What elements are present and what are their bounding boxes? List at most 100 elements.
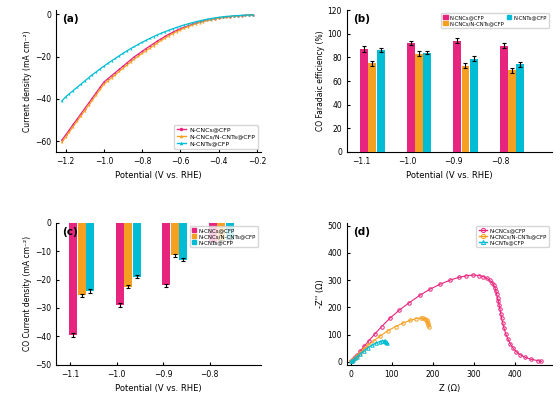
- N-CNCs@CFP: [510, 346, 516, 351]
- N-CNTs@CFP: [246, 12, 253, 17]
- N-CNTs@CFP: [349, 359, 356, 364]
- Line: N-CNCs@CFP: N-CNCs@CFP: [349, 273, 543, 363]
- N-CNCs@CFP: [522, 355, 529, 360]
- Y-axis label: CO Faradaic efficiency (%): CO Faradaic efficiency (%): [316, 31, 325, 131]
- N-CNCs@CFP: [534, 358, 541, 363]
- N-CNTs@CFP: [360, 349, 367, 353]
- N-CNCs@CFP: [366, 338, 372, 343]
- N-CNCs/N-CNTs@CFP: [120, 66, 127, 71]
- N-CNCs@CFP: [352, 355, 358, 360]
- N-CNCs@CFP: [505, 337, 511, 341]
- Bar: [407, 43, 414, 152]
- N-CNTs@CFP: [383, 341, 390, 345]
- N-CNCs@CFP: [493, 292, 500, 297]
- Bar: [78, 223, 86, 295]
- N-CNCs/N-CNTs@CFP: [250, 12, 256, 17]
- N-CNTs@CFP: [379, 339, 385, 343]
- N-CNCs/N-CNTs@CFP: [116, 69, 123, 74]
- N-CNTs@CFP: [383, 340, 390, 345]
- N-CNCs@CFP: [502, 331, 509, 336]
- Bar: [360, 49, 368, 152]
- N-CNCs/N-CNTs@CFP: [422, 317, 429, 322]
- N-CNTs@CFP: [350, 357, 357, 362]
- Text: (d): (d): [353, 227, 370, 237]
- N-CNCs/N-CNTs@CFP: [413, 316, 419, 321]
- Legend: N-CNCs@CFP, N-CNCs/N-CNTs@CFP, N-CNTs@CFP: N-CNCs@CFP, N-CNCs/N-CNTs@CFP, N-CNTs@CF…: [189, 226, 258, 247]
- N-CNTs@CFP: [381, 339, 388, 344]
- N-CNCs/N-CNTs@CFP: [400, 320, 407, 325]
- X-axis label: Potential (V vs. RHE): Potential (V vs. RHE): [115, 171, 202, 181]
- N-CNCs@CFP: [493, 289, 500, 293]
- N-CNCs@CFP: [463, 273, 470, 278]
- N-CNCs@CFP: [427, 287, 433, 291]
- N-CNTs@CFP: [58, 99, 65, 104]
- N-CNCs/N-CNTs@CFP: [407, 318, 414, 323]
- N-CNCs/N-CNTs@CFP: [348, 359, 354, 364]
- Line: N-CNCs/N-CNTs@CFP: N-CNCs/N-CNTs@CFP: [60, 14, 254, 143]
- N-CNCs@CFP: [483, 276, 490, 280]
- Y-axis label: CO Current density (mA cm⁻²): CO Current density (mA cm⁻²): [23, 236, 32, 351]
- N-CNCs/N-CNTs@CFP: [425, 322, 432, 327]
- Bar: [423, 53, 431, 152]
- N-CNCs/N-CNTs@CFP: [354, 353, 361, 358]
- N-CNCs@CFP: [116, 67, 123, 72]
- N-CNCs@CFP: [496, 303, 502, 307]
- N-CNTs@CFP: [116, 53, 123, 58]
- N-CNCs/N-CNTs@CFP: [357, 351, 363, 355]
- N-CNCs@CFP: [480, 274, 487, 279]
- N-CNCs/N-CNTs@CFP: [420, 316, 427, 321]
- N-CNCs@CFP: [378, 324, 385, 329]
- N-CNCs/N-CNTs@CFP: [360, 347, 367, 352]
- Bar: [69, 223, 77, 335]
- N-CNCs@CFP: [513, 349, 520, 354]
- Bar: [368, 63, 376, 152]
- N-CNTs@CFP: [196, 19, 203, 23]
- Legend: N-CNCs@CFP, N-CNCs/N-CNTs@CFP, N-CNTs@CFP: N-CNCs@CFP, N-CNCs/N-CNTs@CFP, N-CNTs@CF…: [441, 13, 549, 28]
- N-CNCs@CFP: [497, 307, 503, 312]
- Bar: [179, 223, 187, 260]
- N-CNCs/N-CNTs@CFP: [58, 140, 65, 145]
- Y-axis label: Current density (mA cm⁻²): Current density (mA cm⁻²): [23, 30, 32, 132]
- N-CNCs@CFP: [437, 282, 444, 287]
- N-CNCs@CFP: [492, 286, 498, 291]
- N-CNCs/N-CNTs@CFP: [424, 319, 431, 324]
- N-CNCs@CFP: [250, 12, 256, 17]
- Bar: [377, 50, 385, 152]
- N-CNCs/N-CNTs@CFP: [349, 358, 356, 363]
- N-CNCs@CFP: [349, 358, 356, 363]
- N-CNTs@CFP: [380, 339, 387, 343]
- N-CNCs@CFP: [371, 332, 378, 337]
- Bar: [86, 223, 94, 291]
- N-CNTs@CFP: [373, 341, 380, 345]
- N-CNTs@CFP: [250, 12, 256, 17]
- X-axis label: Z (Ω): Z (Ω): [438, 384, 460, 393]
- N-CNCs@CFP: [517, 353, 524, 357]
- N-CNCs@CFP: [416, 293, 423, 298]
- Line: N-CNTs@CFP: N-CNTs@CFP: [349, 339, 388, 363]
- N-CNTs@CFP: [365, 345, 371, 350]
- N-CNTs@CFP: [376, 339, 383, 344]
- N-CNCs/N-CNTs@CFP: [371, 338, 377, 343]
- N-CNCs/N-CNTs@CFP: [423, 318, 430, 323]
- N-CNCs@CFP: [357, 349, 363, 353]
- Bar: [461, 66, 469, 152]
- N-CNCs/N-CNTs@CFP: [246, 13, 253, 18]
- N-CNCs/N-CNTs@CFP: [365, 343, 371, 348]
- N-CNCs@CFP: [185, 23, 192, 28]
- N-CNCs@CFP: [386, 316, 393, 321]
- N-CNCs@CFP: [120, 64, 127, 69]
- N-CNCs/N-CNTs@CFP: [350, 357, 357, 362]
- Bar: [470, 58, 478, 152]
- Bar: [116, 223, 124, 305]
- N-CNCs@CFP: [495, 299, 502, 304]
- Text: (a): (a): [62, 15, 79, 24]
- Bar: [209, 223, 217, 243]
- N-CNCs@CFP: [196, 20, 203, 25]
- N-CNTs@CFP: [120, 51, 127, 56]
- Bar: [453, 41, 461, 152]
- N-CNCs@CFP: [489, 280, 496, 285]
- Bar: [415, 54, 423, 152]
- Bar: [508, 71, 516, 152]
- N-CNCs/N-CNTs@CFP: [185, 24, 192, 29]
- N-CNTs@CFP: [100, 64, 107, 69]
